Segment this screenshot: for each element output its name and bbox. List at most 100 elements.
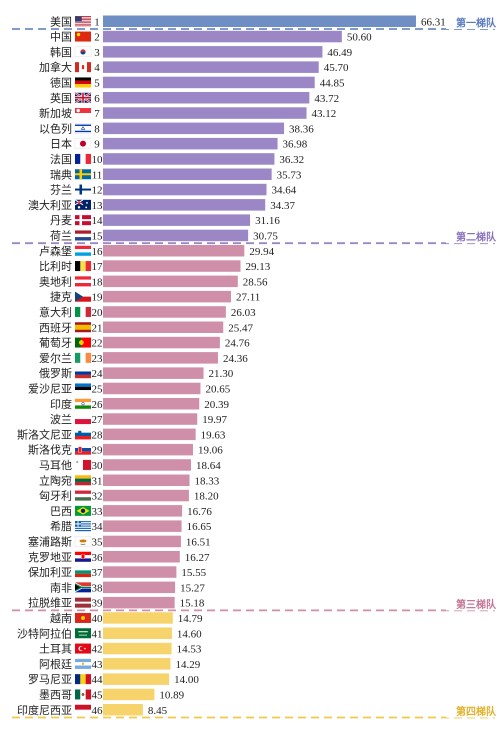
flag-us-icon	[75, 16, 91, 27]
rank-number-3: 3	[94, 47, 100, 59]
bar-rank-19	[103, 290, 231, 303]
rank-number-31: 31	[92, 475, 103, 487]
bar-rank-4	[103, 61, 319, 73]
value-label-15: 30.75	[253, 230, 278, 242]
flag-lv-icon	[75, 597, 91, 608]
rank-number-16: 16	[92, 246, 104, 258]
value-label-28: 19.63	[201, 429, 226, 441]
bar-rank-39	[103, 596, 175, 609]
country-label-11: 瑞典	[50, 167, 72, 181]
country-label-23: 爱尔兰	[39, 352, 72, 365]
rank-number-44: 44	[92, 674, 104, 686]
tier-label-3: 第三梯队	[456, 598, 497, 611]
flag-be-icon	[75, 261, 92, 272]
bar-rank-18	[103, 275, 238, 288]
value-label-45: 10.89	[159, 689, 184, 701]
country-label-22: 葡萄牙	[39, 337, 72, 350]
flag-es-icon	[75, 322, 91, 333]
value-label-20: 26.03	[231, 307, 256, 319]
bar-rank-2	[103, 30, 342, 43]
bar-rank-24	[103, 367, 204, 379]
country-label-41: 沙特阿拉伯	[17, 626, 72, 640]
bar-rank-34	[103, 520, 182, 532]
country-label-34: 希腊	[50, 519, 72, 533]
flag-cz-icon	[75, 291, 91, 302]
bar-rank-45	[103, 688, 155, 701]
country-label-15: 荷兰	[50, 229, 72, 242]
flag-at-icon	[75, 276, 91, 287]
rank-number-38: 38	[92, 582, 104, 594]
flag-sa-icon	[75, 628, 91, 639]
rank-number-28: 28	[92, 429, 104, 441]
bar-rank-46	[103, 704, 143, 716]
flag-si-icon	[75, 429, 91, 440]
country-label-20: 意大利	[39, 305, 72, 319]
flag-gr-icon	[75, 521, 91, 532]
bar-rank-28	[103, 428, 196, 441]
rank-number-2: 2	[94, 32, 100, 44]
flag-se-icon	[75, 169, 91, 180]
country-label-21: 西班牙	[39, 321, 72, 334]
country-label-16: 卢森堡	[39, 244, 72, 258]
bar-rank-37	[103, 566, 177, 578]
rank-number-45: 45	[92, 689, 104, 701]
tier-label-bg-4	[446, 705, 496, 718]
flag-bg-icon	[75, 567, 91, 578]
value-label-3: 46.49	[327, 47, 352, 59]
country-label-3: 韩国	[50, 45, 72, 59]
rank-number-34: 34	[92, 521, 104, 533]
tier-label-bg-1	[446, 17, 496, 29]
country-label-29: 斯洛伐克	[28, 443, 72, 457]
bar-rank-22	[103, 336, 220, 349]
value-label-31: 18.33	[195, 475, 220, 487]
country-label-38: 南非	[50, 581, 72, 594]
flag-ar-icon	[75, 658, 91, 669]
country-label-35: 塞浦路斯	[28, 534, 72, 548]
rank-number-40: 40	[92, 613, 104, 625]
flag-hr-icon	[75, 551, 91, 562]
tier-label-1: 第一梯队	[456, 17, 497, 30]
flag-ro-icon	[75, 674, 92, 685]
rank-number-37: 37	[92, 567, 104, 579]
rank-number-25: 25	[92, 383, 104, 395]
country-label-27: 波兰	[50, 413, 72, 426]
rank-number-26: 26	[92, 399, 104, 411]
rank-number-12: 12	[92, 185, 103, 197]
country-label-5: 德国	[50, 75, 72, 89]
tier-label-bg-2	[446, 231, 496, 244]
value-label-14: 31.16	[255, 215, 280, 227]
rank-number-7: 7	[94, 108, 100, 120]
value-label-23: 24.36	[223, 353, 248, 365]
bar-rank-42	[103, 642, 172, 655]
value-label-44: 14.00	[174, 674, 199, 686]
rank-number-22: 22	[92, 338, 103, 350]
flag-de-icon	[75, 77, 91, 88]
rank-number-27: 27	[92, 414, 104, 426]
value-label-43: 14.29	[175, 659, 200, 671]
flag-sk-icon	[75, 444, 91, 455]
rank-number-8: 8	[94, 123, 100, 135]
rank-number-10: 10	[92, 154, 104, 166]
country-label-30: 马耳他	[39, 459, 72, 472]
value-label-5: 44.85	[320, 77, 345, 89]
value-label-41: 14.60	[177, 628, 202, 640]
rank-number-18: 18	[92, 276, 104, 288]
flag-pt-icon	[75, 337, 91, 348]
country-label-8: 以色列	[39, 121, 72, 135]
rank-number-46: 46	[92, 705, 104, 717]
bar-rank-35	[103, 535, 181, 548]
bar-rank-9	[103, 137, 278, 150]
value-label-33: 16.76	[187, 506, 212, 518]
country-label-42: 土耳其	[39, 643, 72, 656]
rank-number-21: 21	[92, 322, 103, 334]
flag-fr-icon	[75, 153, 92, 164]
value-label-27: 19.97	[202, 414, 227, 426]
flag-tr-icon	[75, 643, 91, 654]
flag-mx-icon	[75, 689, 92, 700]
country-label-31: 立陶宛	[39, 473, 72, 487]
rank-number-13: 13	[92, 200, 104, 212]
flag-lu-icon	[75, 245, 91, 256]
value-label-29: 19.06	[198, 445, 223, 457]
value-label-25: 20.65	[205, 383, 230, 395]
